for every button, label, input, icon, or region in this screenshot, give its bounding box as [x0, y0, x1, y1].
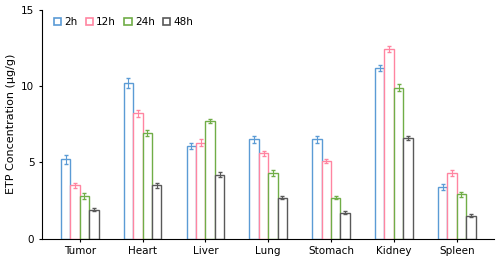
- Bar: [152, 185, 162, 239]
- Bar: [259, 153, 268, 239]
- Bar: [466, 216, 475, 239]
- Bar: [268, 173, 278, 239]
- Bar: [375, 68, 384, 239]
- Bar: [312, 139, 322, 239]
- Bar: [394, 88, 404, 239]
- Bar: [340, 213, 350, 239]
- Bar: [89, 210, 99, 239]
- Bar: [278, 198, 287, 239]
- Bar: [142, 133, 152, 239]
- Bar: [70, 185, 80, 239]
- Bar: [404, 138, 413, 239]
- Legend: 2h, 12h, 24h, 48h: 2h, 12h, 24h, 48h: [52, 15, 196, 29]
- Bar: [206, 121, 215, 239]
- Bar: [215, 174, 224, 239]
- Bar: [196, 143, 205, 239]
- Bar: [331, 198, 340, 239]
- Y-axis label: ETP Concentration (μg/g): ETP Concentration (μg/g): [6, 54, 16, 194]
- Bar: [438, 187, 448, 239]
- Bar: [448, 173, 456, 239]
- Bar: [186, 146, 196, 239]
- Bar: [80, 196, 89, 239]
- Bar: [456, 194, 466, 239]
- Bar: [322, 161, 331, 239]
- Bar: [384, 49, 394, 239]
- Bar: [133, 113, 142, 239]
- Bar: [124, 83, 133, 239]
- Bar: [61, 159, 70, 239]
- Bar: [250, 139, 259, 239]
